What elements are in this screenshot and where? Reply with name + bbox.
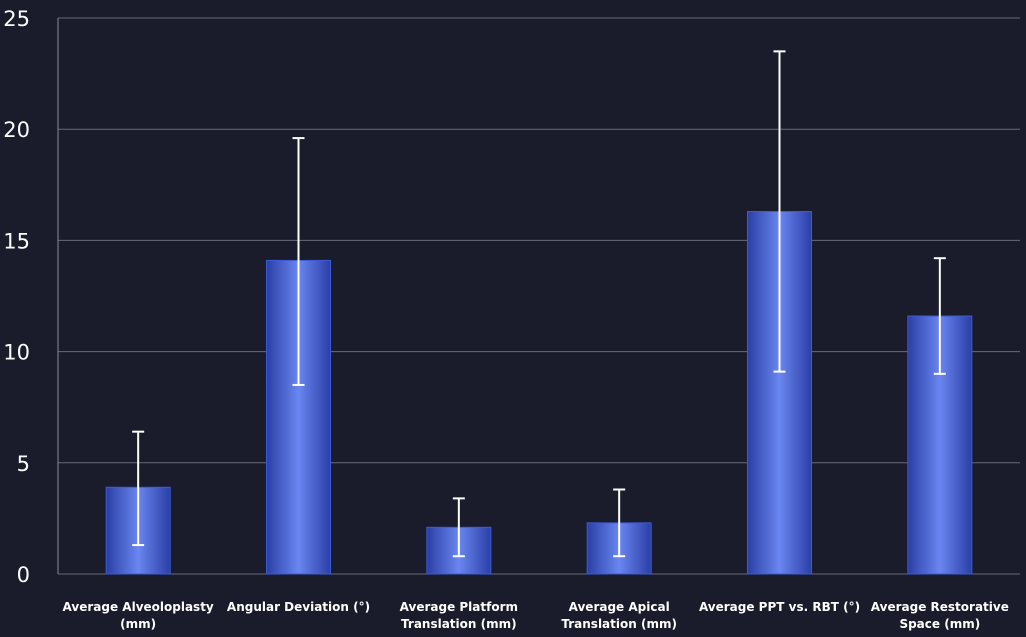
y-tick-label: 0 [17,563,30,587]
x-tick-label-line: Average PPT vs. RBT (°) [699,600,860,614]
x-tick-label: Average Platform Translation (mm) [400,600,518,631]
gridlines [57,17,1020,575]
x-tick-label: Average PPT vs. RBT (°) [699,600,860,614]
x-tick-label: Average Restorative Space (mm) [871,600,1009,631]
y-tick-label: 10 [3,341,30,365]
y-tick-label: 15 [3,229,30,253]
y-tick-label: 5 [17,452,30,476]
y-tick-label: 25 [3,7,30,31]
x-tick-label-line: Translation (mm) [561,617,677,631]
error-bars [132,50,946,558]
y-tick-label: 20 [3,118,30,142]
x-tick-label-line: (mm) [120,617,156,631]
x-tick-label-line: Angular Deviation (°) [227,600,370,614]
x-tick-label-line: Space (mm) [899,617,980,631]
y-axis-ticks: 0 5 10 15 20 25 [3,7,30,587]
x-tick-label-line: Average Alveoloplasty [63,600,214,614]
x-tick-label: Average Apical Translation (mm) [561,600,677,631]
x-tick-label-line: Average Platform [400,600,518,614]
x-tick-label-line: Average Restorative [871,600,1009,614]
x-tick-label-line: Average Apical [569,600,670,614]
x-tick-label: Angular Deviation (°) [227,600,370,614]
x-tick-label: Average Alveoloplasty (mm) [63,600,214,631]
x-axis-labels: Average Alveoloplasty (mm) Angular Deviati… [63,600,1009,631]
x-tick-label-line: Translation (mm) [401,617,517,631]
